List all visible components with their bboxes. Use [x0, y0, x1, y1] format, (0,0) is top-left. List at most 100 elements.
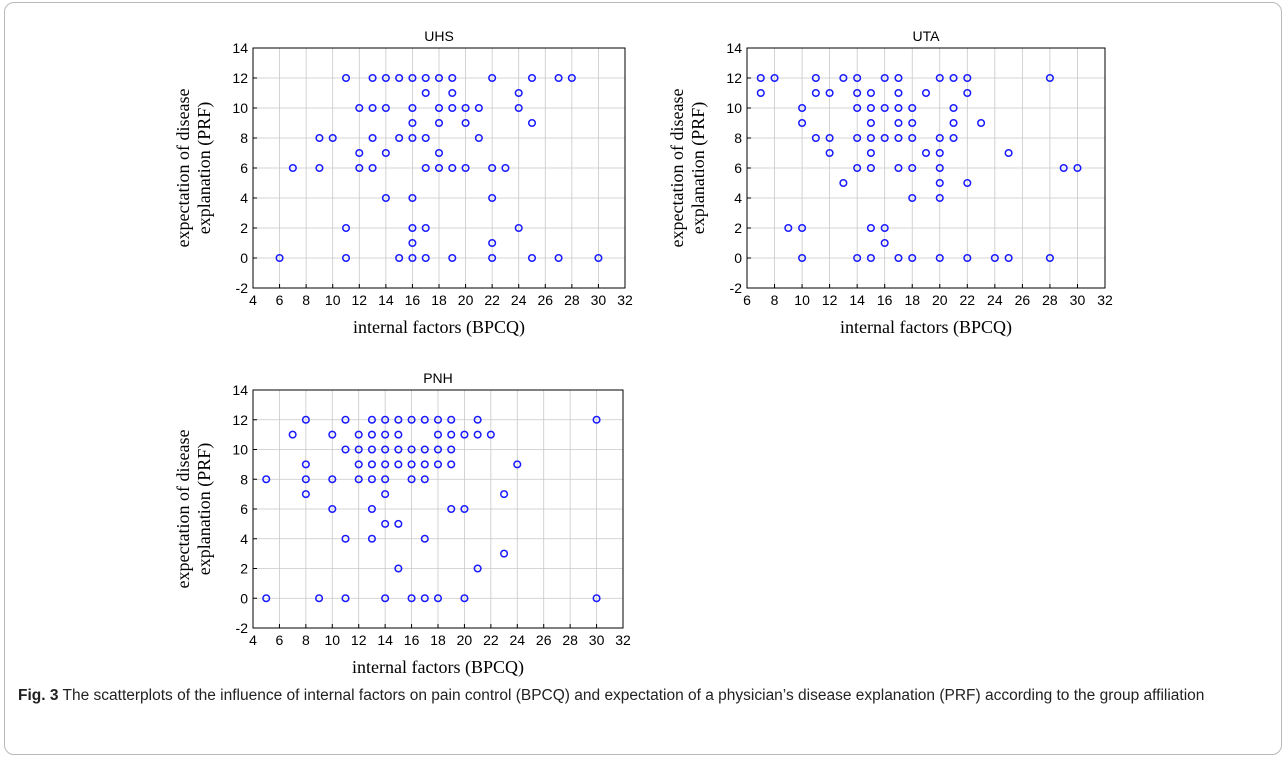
data-point — [394, 430, 403, 439]
data-point — [381, 460, 390, 469]
data-point — [328, 430, 337, 439]
data-point — [488, 238, 497, 248]
data-point — [488, 253, 497, 263]
data-point — [315, 594, 324, 603]
data-point — [355, 103, 364, 113]
x-tick-label: 8 — [302, 632, 310, 648]
data-point — [839, 73, 848, 83]
data-point — [853, 163, 862, 173]
data-point — [421, 223, 430, 233]
data-point — [341, 253, 351, 263]
scatterplot-figure: 4 6 8 10 12 14 16 18 20 22 24 26 28 30 32-202468101214… — [173, 28, 1113, 678]
x-tick-label: 6 — [276, 632, 284, 648]
data-point — [381, 445, 390, 454]
caption-text: The scatterplots of the influence of int… — [62, 687, 1205, 704]
data-point — [527, 73, 537, 83]
data-point — [866, 133, 875, 143]
x-tick-label: 32 — [617, 292, 633, 308]
data-point — [949, 103, 958, 113]
figure-frame — [4, 2, 1282, 755]
data-point — [407, 475, 416, 484]
data-point — [935, 178, 944, 188]
y-tick-label: 8 — [240, 471, 248, 487]
data-point — [894, 163, 903, 173]
data-point — [473, 564, 482, 573]
y-tick-label: 10 — [232, 442, 248, 458]
data-point — [866, 253, 875, 263]
y-tick-label: -2 — [730, 280, 743, 296]
data-point — [594, 253, 603, 263]
data-point — [1045, 73, 1054, 83]
data-point — [798, 223, 807, 233]
data-point — [367, 445, 376, 454]
data-point — [394, 564, 403, 573]
data-point — [770, 73, 779, 83]
data-point — [866, 88, 875, 98]
data-point — [853, 253, 862, 263]
y-tick-label: 4 — [240, 531, 248, 547]
data-point — [514, 88, 523, 98]
data-point — [381, 148, 390, 158]
y-tick-label: 14 — [232, 40, 248, 56]
data-point — [288, 163, 297, 173]
data-point — [394, 460, 403, 469]
data-point — [461, 103, 470, 113]
x-tick-label: 12 — [351, 632, 367, 648]
data-point — [328, 475, 337, 484]
data-point — [461, 163, 470, 173]
data-point — [880, 103, 889, 113]
data-point — [407, 415, 416, 424]
data-point — [448, 103, 457, 113]
data-point — [894, 103, 903, 113]
data-point — [447, 415, 456, 424]
data-point — [811, 133, 820, 143]
data-point — [825, 88, 834, 98]
data-point — [368, 103, 377, 113]
data-point — [474, 103, 483, 113]
data-point — [367, 415, 376, 424]
data-point — [381, 193, 390, 203]
data-point — [935, 148, 944, 158]
data-point — [935, 133, 944, 143]
data-point — [354, 460, 363, 469]
data-point — [367, 475, 376, 484]
data-point — [341, 594, 350, 603]
data-point — [756, 73, 765, 83]
data-point — [825, 148, 834, 158]
data-point — [894, 88, 903, 98]
data-point — [301, 460, 310, 469]
data-point — [473, 430, 482, 439]
y-axis-label-line: explanation (PRF) — [194, 443, 215, 576]
data-point — [315, 133, 324, 143]
data-point — [367, 504, 376, 514]
data-point — [408, 103, 417, 113]
y-tick-label: 14 — [726, 40, 742, 56]
x-tick-label: 6 — [743, 292, 751, 308]
data-point — [434, 163, 444, 173]
data-point — [908, 118, 917, 128]
x-tick-label: 16 — [405, 292, 421, 308]
data-point — [408, 253, 417, 263]
data-point — [853, 103, 862, 113]
data-point — [262, 594, 271, 603]
data-point — [935, 253, 944, 263]
data-point — [461, 118, 470, 128]
x-tick-label: 10 — [324, 632, 340, 648]
data-point — [341, 534, 350, 543]
data-point — [949, 73, 958, 83]
x-tick-label: 20 — [458, 292, 474, 308]
y-tick-label: 6 — [240, 501, 248, 517]
x-tick-label: 32 — [615, 632, 631, 648]
data-point — [368, 163, 377, 173]
x-tick-label: 8 — [771, 292, 779, 308]
y-tick-label: 4 — [734, 190, 742, 206]
y-tick-label: 8 — [240, 130, 248, 146]
data-point — [448, 253, 457, 263]
data-point — [448, 163, 457, 173]
data-point — [880, 238, 889, 248]
data-point — [408, 73, 417, 83]
data-point — [381, 415, 390, 424]
x-tick-label: 10 — [325, 292, 341, 308]
data-point — [460, 594, 469, 603]
data-point — [514, 103, 523, 113]
